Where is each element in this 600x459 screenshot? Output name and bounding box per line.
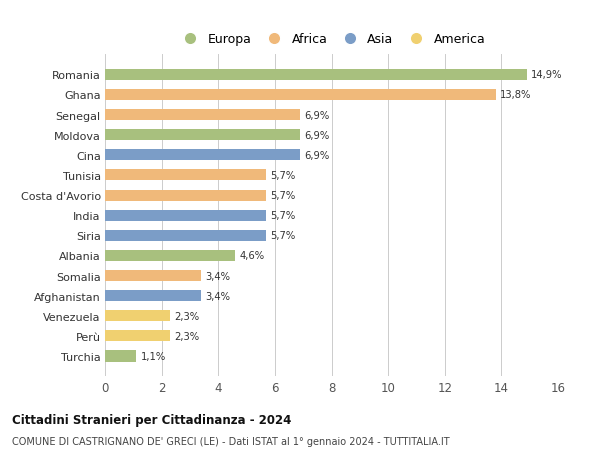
Text: 6,9%: 6,9% [305,130,330,140]
Text: 5,7%: 5,7% [271,171,296,180]
Text: 2,3%: 2,3% [175,331,199,341]
Text: 4,6%: 4,6% [239,251,265,261]
Bar [105,130,301,141]
Bar [105,170,266,181]
Bar [105,230,266,241]
Bar [105,250,235,262]
Text: 13,8%: 13,8% [500,90,532,100]
Bar [105,70,527,81]
Text: 3,4%: 3,4% [206,271,230,281]
Text: 6,9%: 6,9% [305,110,330,120]
Text: Cittadini Stranieri per Cittadinanza - 2024: Cittadini Stranieri per Cittadinanza - 2… [12,413,292,426]
Text: 2,3%: 2,3% [175,311,199,321]
Bar [105,330,170,341]
Text: 14,9%: 14,9% [531,70,563,80]
Text: 1,1%: 1,1% [140,351,166,361]
Bar [105,351,136,362]
Bar [105,190,266,201]
Text: 5,7%: 5,7% [271,190,296,201]
Bar [105,270,201,281]
Bar [105,150,301,161]
Text: 5,7%: 5,7% [271,231,296,241]
Legend: Europa, Africa, Asia, America: Europa, Africa, Asia, America [174,29,489,50]
Bar [105,90,496,101]
Bar [105,311,170,322]
Text: 5,7%: 5,7% [271,211,296,221]
Text: COMUNE DI CASTRIGNANO DE' GRECI (LE) - Dati ISTAT al 1° gennaio 2024 - TUTTITALI: COMUNE DI CASTRIGNANO DE' GRECI (LE) - D… [12,436,449,446]
Text: 6,9%: 6,9% [305,151,330,161]
Bar [105,210,266,221]
Bar [105,291,201,302]
Text: 3,4%: 3,4% [206,291,230,301]
Bar [105,110,301,121]
